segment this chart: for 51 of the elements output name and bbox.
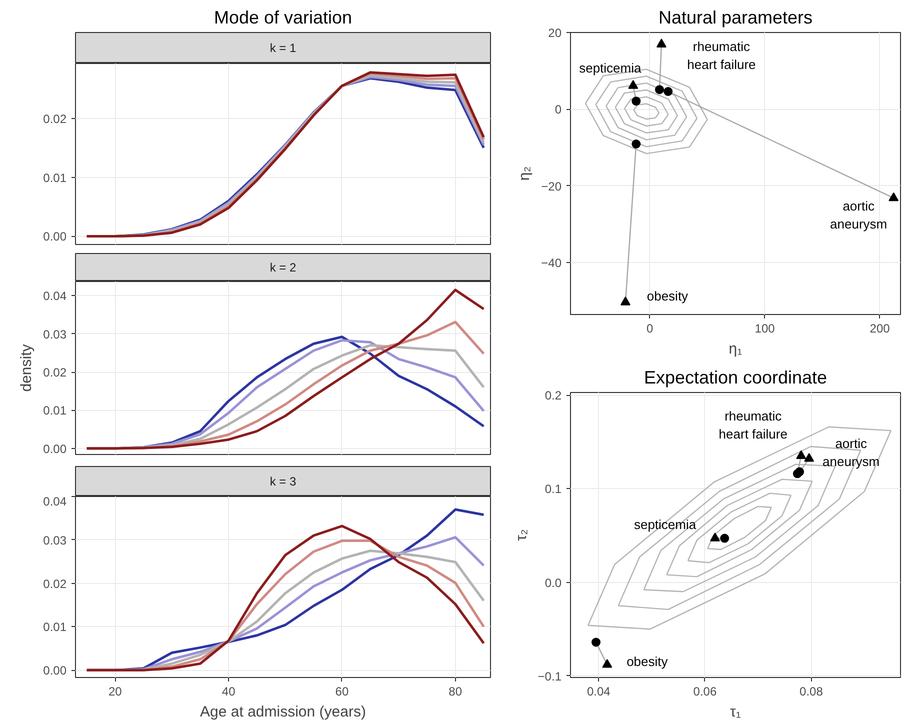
y-tick-label: 0.02	[43, 576, 67, 591]
x-axis-title: Age at admission (years)	[200, 704, 366, 720]
y-tick-label: 0.03	[43, 327, 67, 342]
x-tick-label: 0.06	[693, 684, 717, 698]
y-tick-label: 0.0	[544, 576, 562, 590]
y-tick-label: 0.03	[43, 533, 67, 548]
x-tick-label: 0	[646, 322, 654, 336]
annotation: rheumatic heart failure	[687, 38, 756, 72]
x-tick-label: 0.08	[800, 684, 824, 698]
annotation: aortic aneurysm	[822, 436, 880, 470]
x-tick-label: 200	[870, 322, 890, 336]
x-tick-label: 20	[108, 684, 122, 698]
x-tick-label: 60	[335, 684, 349, 698]
y-tick-label: 0.02	[43, 112, 67, 126]
y-axis-title: density	[18, 344, 36, 392]
annotation: septicemia	[634, 516, 697, 532]
y-tick-label: 0.00	[43, 442, 67, 456]
x-axis-title: η₁	[728, 340, 742, 358]
x-axis-title: τ₁	[730, 704, 742, 720]
y-tick-label: 0.01	[43, 404, 67, 418]
chart-subtitle: k = 2	[270, 260, 296, 274]
y-axis-title: η₂	[516, 166, 534, 181]
annotation: obesity	[646, 288, 689, 304]
y-tick-label: 0.04	[43, 289, 67, 304]
y-tick-label: −40	[541, 256, 562, 270]
x-tick-label: 100	[754, 322, 776, 336]
y-tick-label: 0.1	[544, 482, 562, 496]
y-tick-label: 0.01	[43, 620, 67, 634]
y-tick-label: 20	[548, 26, 562, 40]
y-tick-label: −20	[541, 179, 562, 194]
y-axis-title: τ₂	[512, 528, 530, 541]
x-tick-label: 40	[222, 684, 236, 698]
x-tick-label: 80	[448, 684, 462, 698]
chart-title: Mode of variation	[214, 8, 352, 28]
annotation: septicemia	[579, 60, 642, 76]
y-tick-label: 0.00	[43, 230, 67, 244]
y-tick-label: 0.00	[43, 664, 67, 678]
y-tick-label: −0.1	[538, 669, 562, 684]
annotation: obesity	[626, 654, 668, 670]
x-tick-label: 0.04	[586, 684, 611, 698]
y-tick-label: 0.04	[43, 494, 67, 508]
y-tick-label: 0.01	[43, 170, 67, 185]
chart-title: Expectation coordinate	[644, 368, 828, 388]
annotation: aortic aneurysm	[830, 198, 888, 232]
y-tick-label: 0.2	[544, 388, 562, 403]
chart-subtitle: k = 3	[270, 474, 296, 488]
annotation: rheumatic heart failure	[718, 408, 788, 442]
chart-subtitle: k = 1	[270, 41, 296, 55]
chart-title: Natural parameters	[658, 8, 813, 28]
y-tick-label: 0.02	[43, 366, 67, 380]
y-tick-label: 0	[554, 102, 562, 117]
